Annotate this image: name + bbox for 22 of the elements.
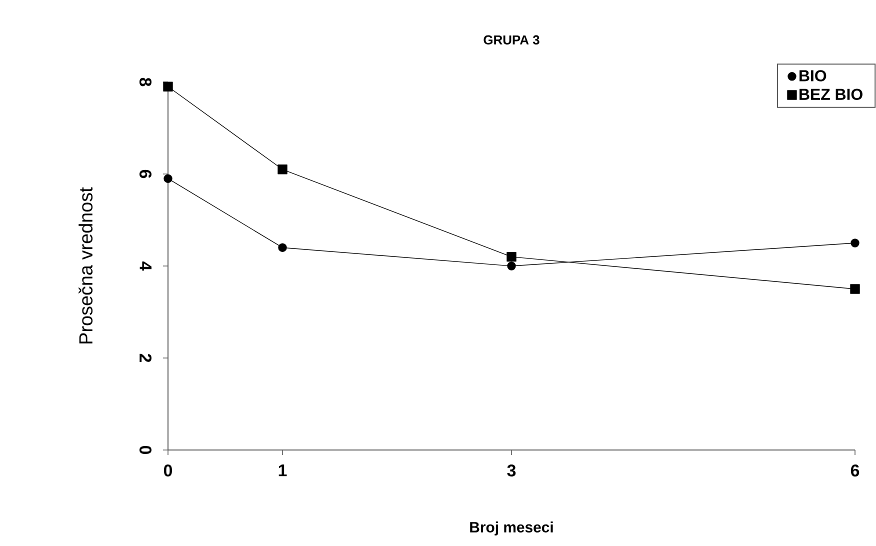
- x-tick-label: 3: [507, 464, 516, 477]
- chart-title: GRUPA 3: [484, 35, 540, 44]
- legend-label: BIO: [800, 70, 826, 82]
- legend-label: BEZ BIO: [800, 88, 862, 100]
- point: [163, 82, 173, 92]
- y-tick-label: 2: [140, 354, 152, 362]
- y-tick-label: 6: [139, 170, 152, 178]
- point: [850, 284, 860, 294]
- point: [850, 238, 860, 248]
- point: [507, 262, 516, 270]
- point: [164, 174, 172, 183]
- point: [278, 243, 287, 252]
- y-tick-label: 4: [140, 262, 152, 271]
- point: [506, 252, 516, 262]
- point: [278, 164, 288, 174]
- y-tick-label: 8: [139, 78, 152, 86]
- x-axis-title: Broj meseci: [470, 522, 553, 536]
- x-tick-label: 1: [278, 464, 287, 476]
- x-tick-label: 0: [164, 464, 172, 477]
- x-tick-label: 6: [850, 464, 860, 477]
- y-tick-label: 0: [139, 446, 152, 454]
- y-axis-title: Prosečna vrednost: [78, 187, 93, 344]
